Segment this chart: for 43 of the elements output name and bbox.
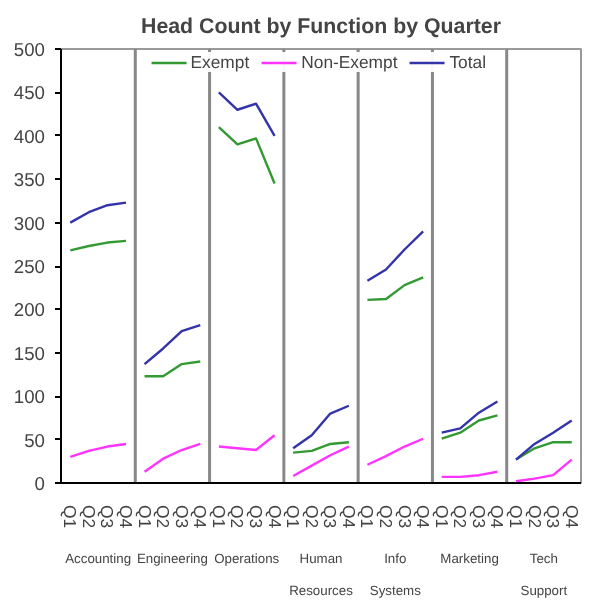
y-tick-label: 150	[13, 343, 46, 364]
x-tick-label: Q1	[431, 505, 452, 529]
x-tick-label: Q2	[227, 505, 248, 529]
x-tick-label: Q1	[208, 505, 229, 529]
y-tick-label: 500	[13, 40, 46, 60]
x-tick-label: Q3	[246, 505, 266, 529]
y-tick-label: 200	[13, 300, 46, 321]
x-tick-label: Q1	[134, 505, 155, 529]
x-tick-label: Q2	[450, 505, 471, 529]
y-tick-label: 400	[13, 126, 46, 147]
legend-label: Non-Exempt	[301, 52, 398, 72]
chart-title: Head Count by Function by Quarter	[141, 15, 501, 39]
y-tick-label: 450	[13, 83, 46, 104]
y-tick-label: 350	[13, 170, 46, 191]
x-tick-label: Q4	[116, 505, 136, 529]
x-tick-label: Q2	[153, 505, 174, 529]
y-tick-label: 100	[13, 387, 46, 408]
x-tick-label: Q2	[301, 505, 322, 529]
y-tick-label: 250	[13, 257, 46, 277]
legend-label: Total	[449, 52, 489, 72]
x-tick-label: Q1	[506, 505, 526, 529]
x-tick-label: Q3	[320, 505, 341, 529]
x-tick-label: Q3	[543, 505, 564, 529]
x-tick-label: Q3	[394, 505, 415, 529]
x-tick-label: Q4	[487, 505, 508, 529]
x-tick-label: Q2	[78, 505, 99, 529]
x-tick-label: Q4	[561, 505, 582, 529]
x-tick-label: Q1	[60, 505, 81, 529]
x-tick-label: Q3	[171, 505, 192, 529]
legend-label: Exempt	[190, 52, 250, 72]
y-tick-label: 300	[13, 213, 46, 234]
x-tick-label: Q4	[413, 505, 434, 529]
x-tick-label: Q3	[468, 505, 489, 529]
x-tick-label: Q4	[338, 505, 359, 529]
x-tick-label: Q4	[264, 505, 285, 529]
y-tick-label: 0	[34, 474, 46, 494]
x-tick-label: Q4	[190, 505, 211, 529]
x-tick-label: Q2	[376, 505, 396, 529]
y-tick-label: 50	[24, 430, 46, 451]
x-tick-label: Q1	[283, 505, 304, 529]
x-tick-label: Q1	[357, 505, 378, 529]
x-tick-label: Q3	[97, 505, 118, 529]
x-tick-label: Q2	[524, 505, 545, 529]
